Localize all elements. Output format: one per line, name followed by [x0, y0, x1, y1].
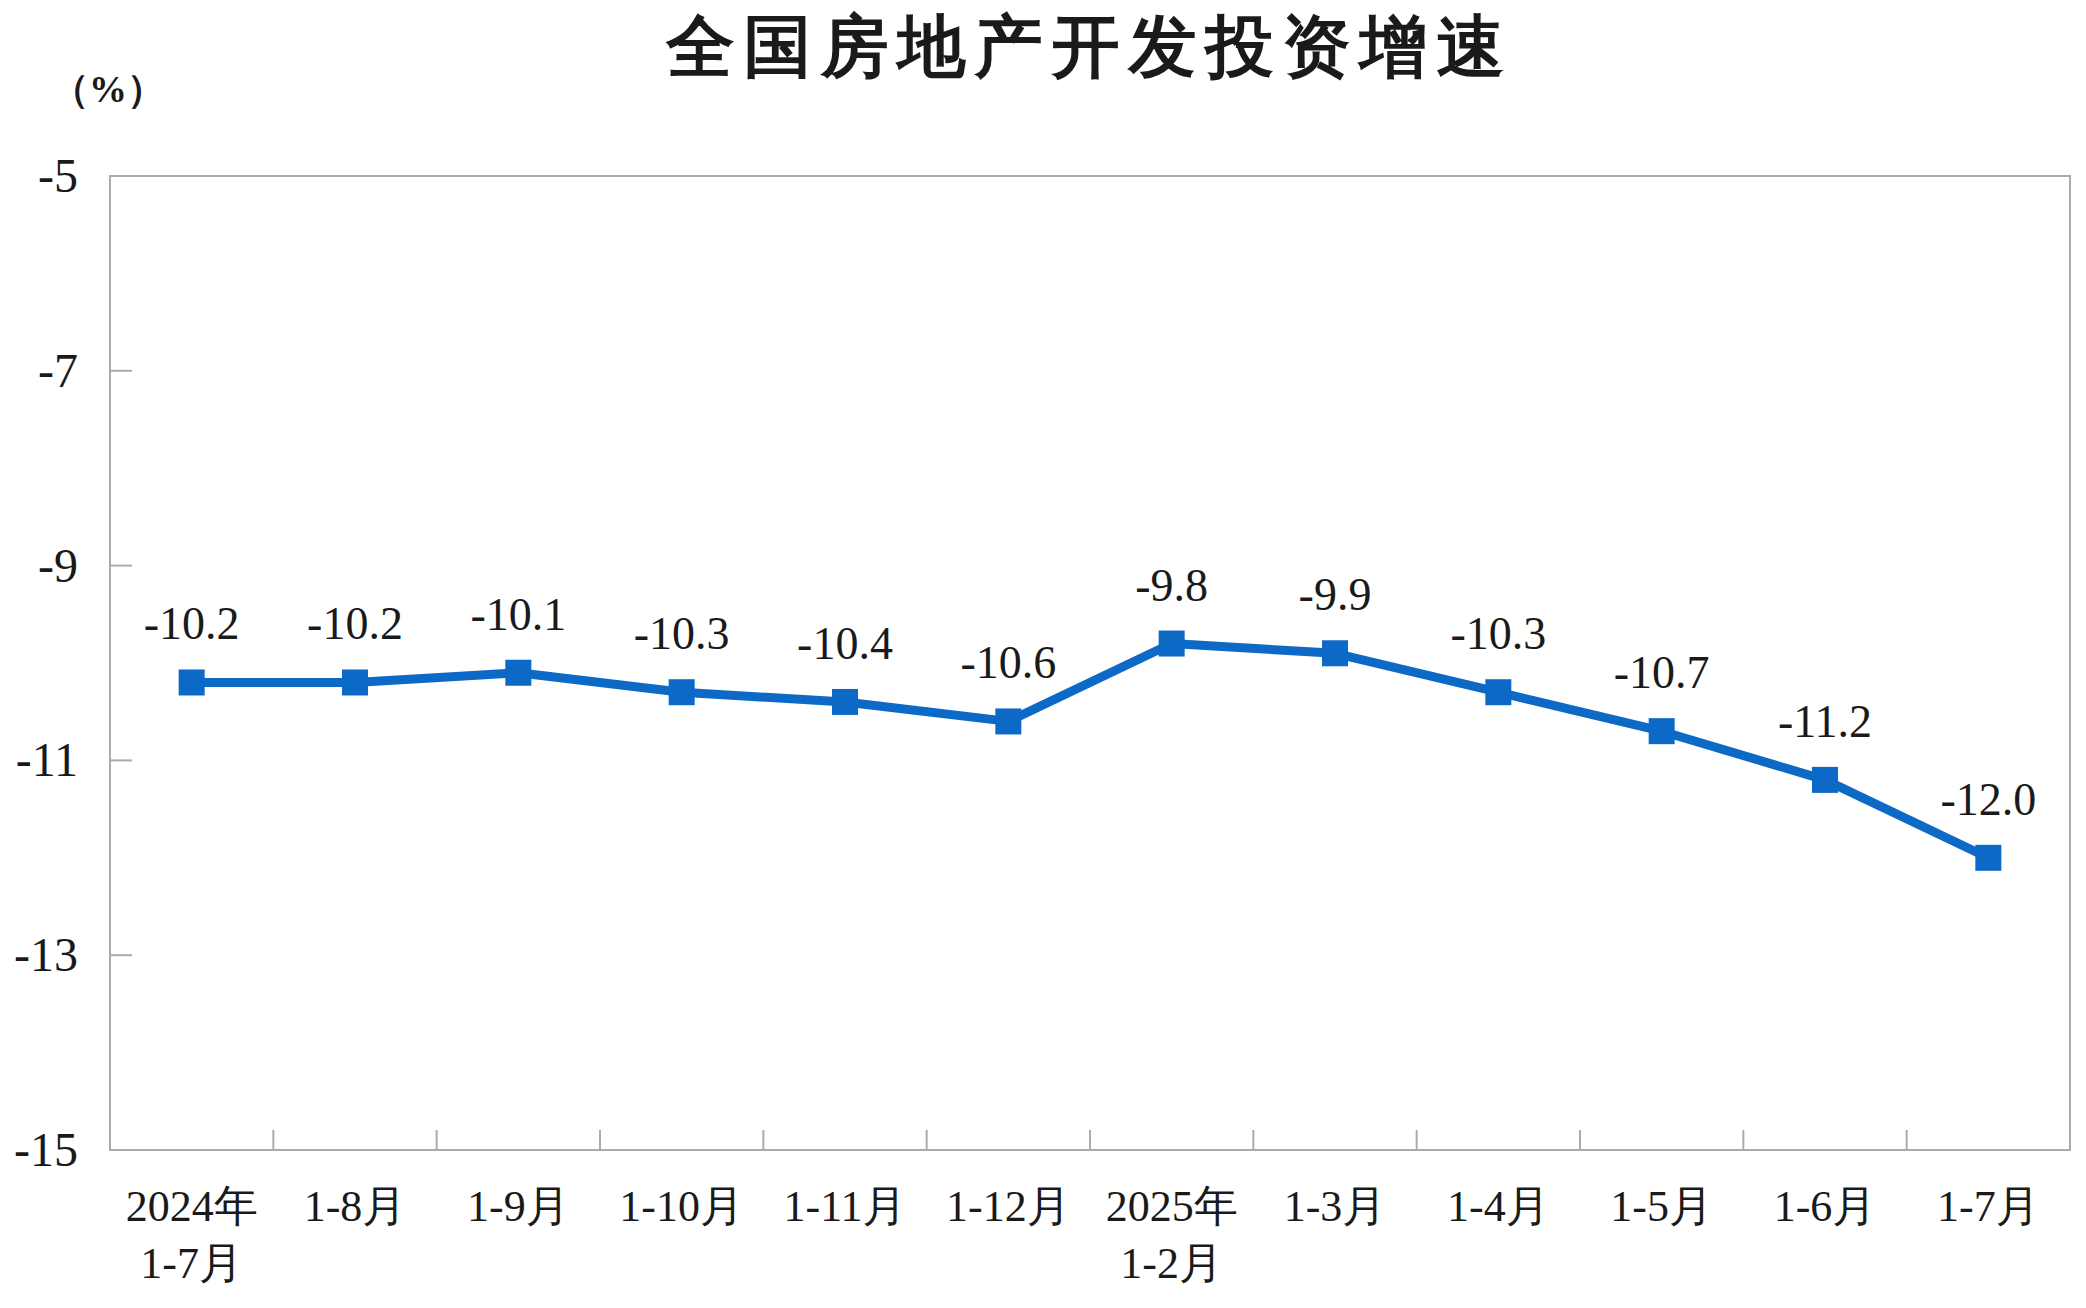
- x-axis-label: 1-7月: [1937, 1178, 2040, 1235]
- y-axis-tick-label: -11: [0, 734, 78, 786]
- data-label: -9.8: [1135, 563, 1208, 609]
- x-axis-label-line: 1-7月: [1937, 1178, 2040, 1235]
- x-axis-label: 1-9月: [467, 1178, 570, 1235]
- x-axis-label: 1-6月: [1774, 1178, 1877, 1235]
- x-axis-label: 1-11月: [783, 1178, 906, 1235]
- data-point-marker: [505, 660, 531, 686]
- x-axis-label-line: 2025年: [1106, 1178, 1238, 1235]
- x-axis-label: 1-4月: [1447, 1178, 1550, 1235]
- x-axis-label: 1-3月: [1284, 1178, 1387, 1235]
- x-axis-label-line: 1-9月: [467, 1178, 570, 1235]
- data-point-marker: [1159, 631, 1185, 657]
- x-axis-label-line: 1-5月: [1610, 1178, 1713, 1235]
- data-point-marker: [179, 669, 205, 695]
- series-line: [192, 644, 1989, 858]
- data-label: -10.1: [470, 592, 566, 638]
- data-point-marker: [669, 679, 695, 705]
- x-axis-label-line: 1-8月: [304, 1178, 407, 1235]
- data-point-marker: [342, 669, 368, 695]
- x-axis-label-line: 1-11月: [783, 1178, 906, 1235]
- x-axis-label-line: 1-2月: [1106, 1235, 1238, 1292]
- y-axis-tick-label: -5: [0, 150, 78, 202]
- x-axis-label-line: 1-6月: [1774, 1178, 1877, 1235]
- data-label: -12.0: [1940, 777, 2036, 823]
- data-label: -10.6: [960, 640, 1056, 686]
- chart-figure: 全国房地产开发投资增速 （%） -5-7-9-11-13-15-10.2-10.…: [0, 0, 2086, 1308]
- x-axis-label: 2025年1-2月: [1106, 1178, 1238, 1292]
- data-point-marker: [1975, 845, 2001, 871]
- x-axis-label-line: 1-7月: [126, 1235, 258, 1292]
- x-axis-label: 1-8月: [304, 1178, 407, 1235]
- data-label: -10.7: [1614, 650, 1710, 696]
- data-point-marker: [832, 689, 858, 715]
- data-point-marker: [1812, 767, 1838, 793]
- x-axis-label: 2024年1-7月: [126, 1178, 258, 1292]
- y-axis-tick-label: -7: [0, 345, 78, 397]
- x-axis-label-line: 1-3月: [1284, 1178, 1387, 1235]
- x-axis-label-line: 1-4月: [1447, 1178, 1550, 1235]
- data-label: -10.3: [1450, 611, 1546, 657]
- x-axis-label: 1-10月: [619, 1178, 744, 1235]
- x-axis-label-line: 2024年: [126, 1178, 258, 1235]
- x-axis-label: 1-5月: [1610, 1178, 1713, 1235]
- data-label: -10.2: [307, 601, 403, 647]
- plot-border: [110, 176, 2070, 1150]
- y-axis-tick-label: -9: [0, 540, 78, 592]
- data-point-marker: [1485, 679, 1511, 705]
- data-label: -9.9: [1299, 572, 1372, 618]
- data-point-marker: [1649, 718, 1675, 744]
- y-axis-tick-label: -13: [0, 929, 78, 981]
- data-label: -11.2: [1778, 699, 1872, 745]
- data-label: -10.2: [144, 601, 240, 647]
- data-label: -10.4: [797, 621, 893, 667]
- data-point-marker: [995, 708, 1021, 734]
- x-axis-label: 1-12月: [946, 1178, 1071, 1235]
- x-axis-label-line: 1-12月: [946, 1178, 1071, 1235]
- y-axis-tick-label: -15: [0, 1124, 78, 1176]
- data-point-marker: [1322, 640, 1348, 666]
- x-axis-label-line: 1-10月: [619, 1178, 744, 1235]
- data-label: -10.3: [634, 611, 730, 657]
